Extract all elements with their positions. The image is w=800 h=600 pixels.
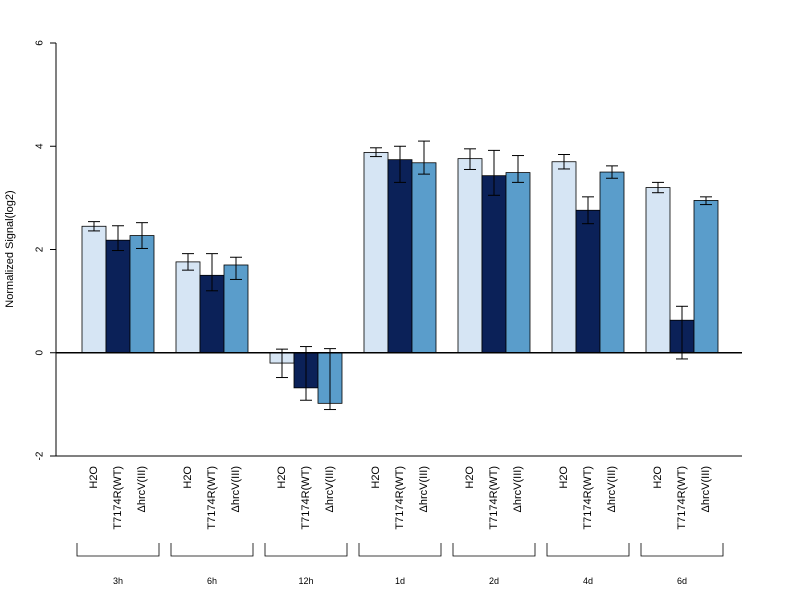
group-label-12h: 12h [298, 576, 313, 586]
group-label-3h: 3h [113, 576, 123, 586]
category-label: ΔhrcV(III) [230, 466, 242, 512]
category-label: T7174R(WT) [206, 466, 218, 530]
bar-2d-1 [481, 175, 507, 354]
bar-4d-2 [599, 171, 625, 354]
bar-2d-0 [457, 158, 483, 354]
bar-2d-2 [505, 172, 531, 354]
y-tick-label: 6 [35, 40, 46, 46]
category-label: ΔhrcV(III) [606, 466, 618, 512]
category-label: T7174R(WT) [300, 466, 312, 530]
category-label: H2O [88, 466, 100, 489]
group-bracket [170, 543, 254, 557]
group-label-6h: 6h [207, 576, 217, 586]
y-tick-label: 0 [35, 350, 46, 356]
category-label: ΔhrcV(III) [512, 466, 524, 512]
group-label-4d: 4d [583, 576, 593, 586]
category-label: ΔhrcV(III) [324, 466, 336, 512]
category-label: T7174R(WT) [488, 466, 500, 530]
category-label: T7174R(WT) [394, 466, 406, 530]
bar-3h-2 [129, 235, 155, 354]
category-label: T7174R(WT) [112, 466, 124, 530]
group-bracket [76, 543, 160, 557]
group-bracket [358, 543, 442, 557]
category-label: H2O [652, 466, 664, 489]
y-axis-title: Normalized Signal(log2) [4, 190, 16, 307]
group-bracket [546, 543, 630, 557]
bar-1d-1 [387, 159, 413, 354]
y-tick-label: 2 [35, 246, 46, 252]
category-label: T7174R(WT) [582, 466, 594, 530]
category-label: H2O [558, 466, 570, 489]
group-label-2d: 2d [489, 576, 499, 586]
group-bracket [452, 543, 536, 557]
bar-3h-1 [105, 239, 131, 354]
group-bracket [264, 543, 348, 557]
category-label: H2O [182, 466, 194, 489]
bar-6d-2 [693, 200, 719, 354]
category-label: H2O [276, 466, 288, 489]
y-tick-label: 4 [35, 143, 46, 149]
group-label-1d: 1d [395, 576, 405, 586]
bar-3h-0 [81, 225, 107, 354]
category-label: H2O [370, 466, 382, 489]
bar-1d-2 [411, 162, 437, 354]
group-label-6d: 6d [677, 576, 687, 586]
category-label: ΔhrcV(III) [700, 466, 712, 512]
bar-4d-1 [575, 209, 601, 354]
y-tick-label: -2 [35, 451, 46, 460]
category-label: ΔhrcV(III) [418, 466, 430, 512]
bar-6h-0 [175, 261, 201, 354]
group-bracket [640, 543, 724, 557]
category-label: T7174R(WT) [676, 466, 688, 530]
bar-6d-0 [645, 187, 671, 354]
bar-4d-0 [551, 161, 577, 354]
category-label: H2O [464, 466, 476, 489]
category-label: ΔhrcV(III) [136, 466, 148, 512]
bar-1d-0 [363, 152, 389, 354]
plot-area: -2 0 2 4 6 Normalized Signal(log2) H2O T7174R(W… [4, 40, 742, 586]
